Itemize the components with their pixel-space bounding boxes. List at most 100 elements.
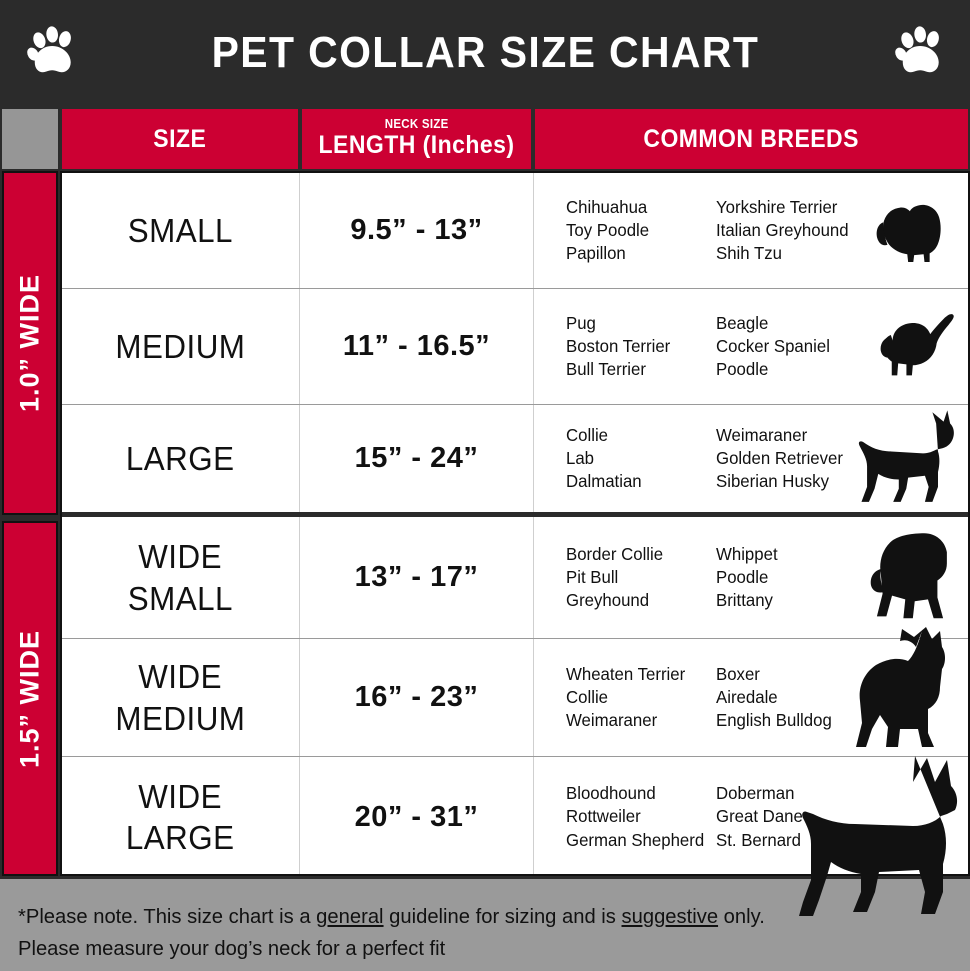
breed-column-1: Collie Lab Dalmatian [566, 424, 710, 494]
header-corner-cell [2, 109, 58, 169]
breed-column-2: Weimaraner Golden Retriever Siberian Hus… [716, 424, 870, 494]
footer-note-line-1: *Please note. This size chart is a gener… [18, 901, 938, 933]
doberman-silhouette [799, 756, 958, 916]
footer-underline-general: general [316, 905, 384, 928]
breed-item: Beagle [716, 312, 769, 333]
cell-length: 15” - 24” [300, 405, 534, 512]
breed-column-2: Boxer Airedale English Bulldog [716, 663, 870, 733]
cell-length: 11” - 16.5” [300, 289, 534, 404]
breed-item: Collie [566, 424, 609, 445]
breed-item: Wheaten Terrier [566, 663, 686, 684]
column-header-breeds: COMMON BREEDS [535, 109, 968, 169]
beagle-silhouette [880, 314, 954, 376]
footer-note: *Please note. This size chart is a gener… [0, 879, 970, 971]
breed-item: Brittany [716, 590, 773, 611]
breed-item: Bull Terrier [566, 359, 646, 380]
cell-breeds: Bloodhound Rottweiler German Shepherd Do… [534, 757, 968, 874]
breed-item: Poodle [716, 566, 769, 587]
breed-item: Greyhound [566, 590, 650, 611]
size-label-line: MEDIUM [115, 327, 246, 365]
breed-item: Great Dane [716, 806, 803, 827]
small-fluffy-dog-silhouette [876, 204, 941, 262]
breed-item: St. Bernard [716, 829, 801, 850]
breed-item: German Shepherd [566, 829, 705, 850]
breed-item: Chihuahua [566, 196, 648, 217]
column-header-length-label: LENGTH (Inches) [318, 130, 515, 159]
breed-item: Boston Terrier [566, 335, 671, 356]
section-label-1-5-wide: 1.5” WIDE [2, 521, 58, 876]
breed-item: Bloodhound [566, 783, 656, 804]
cell-size: SMALL [62, 173, 300, 288]
cell-size: WIDE SMALL [62, 517, 300, 638]
cell-breeds: Border Collie Pit Bull Greyhound Whippet… [534, 517, 968, 638]
shepherd-silhouette [858, 410, 954, 502]
cell-size: WIDE LARGE [62, 757, 300, 874]
breed-column-2: Doberman Great Dane St. Bernard [716, 782, 870, 852]
breed-column-2: Yorkshire Terrier Italian Greyhound Shih… [716, 196, 870, 266]
table-row: SMALL 9.5” - 13” Chihuahua Toy Poodle Pa… [62, 173, 968, 289]
breed-item: Collie [566, 686, 609, 707]
cell-breeds: Collie Lab Dalmatian Weimaraner Golden R… [534, 405, 968, 512]
breed-item: Yorkshire Terrier [716, 196, 838, 217]
footer-text-b: guideline for sizing and is [383, 905, 622, 928]
footer-text-c: only. [718, 905, 765, 928]
breed-item: Weimaraner [566, 710, 658, 731]
page-title: PET COLLAR SIZE CHART [211, 27, 759, 77]
column-header-size-label: SIZE [153, 124, 207, 153]
breed-item: Papillon [566, 243, 626, 264]
column-header-breeds-label: COMMON BREEDS [643, 124, 860, 153]
section-label-1-5-wide-text: 1.5” WIDE [14, 629, 45, 768]
cell-size: LARGE [62, 405, 300, 512]
table-rows-container: SMALL 9.5” - 13” Chihuahua Toy Poodle Pa… [60, 171, 970, 876]
breed-column-2: Beagle Cocker Spaniel Poodle [716, 312, 870, 382]
size-label-line: SMALL [127, 211, 234, 249]
breed-item: Toy Poodle [566, 219, 650, 240]
breed-item: English Bulldog [716, 710, 832, 731]
breed-item: Siberian Husky [716, 471, 829, 492]
cell-size: MEDIUM [62, 289, 300, 404]
paw-icon [27, 26, 71, 73]
cell-length: 16” - 23” [300, 639, 534, 756]
breed-item: Rottweiler [566, 806, 641, 827]
size-label-line: LARGE [126, 819, 235, 856]
size-label-line: MEDIUM [115, 699, 246, 737]
footer-text-a: *Please note. This size chart is a [18, 905, 317, 928]
table-row: WIDE MEDIUM 16” - 23” Wheaten Terrier Co… [62, 627, 968, 757]
breed-item: Weimaraner [716, 424, 808, 445]
breed-column-1: Chihuahua Toy Poodle Papillon [566, 196, 710, 266]
size-label-line: SMALL [127, 579, 234, 617]
breed-item: Cocker Spaniel [716, 335, 830, 356]
cell-length: 13” - 17” [300, 517, 534, 638]
breed-column-1: Bloodhound Rottweiler German Shepherd [566, 782, 710, 852]
breed-item: Italian Greyhound [716, 219, 849, 240]
breed-column-1: Wheaten Terrier Collie Weimaraner [566, 663, 710, 733]
breed-item: Border Collie [566, 543, 664, 564]
size-label-line: WIDE [138, 538, 223, 576]
column-header-length: NECK SIZE LENGTH (Inches) [302, 109, 531, 169]
table-row: LARGE 15” - 24” Collie Lab Dalmatian Wei… [62, 405, 968, 517]
breed-item: Pit Bull [566, 566, 619, 587]
breed-item: Golden Retriever [716, 447, 844, 468]
size-label-line: WIDE [138, 777, 223, 815]
table-header-row: SIZE NECK SIZE LENGTH (Inches) COMMON BR… [0, 107, 970, 171]
table-row: MEDIUM 11” - 16.5” Pug Boston Terrier Bu… [62, 289, 968, 405]
breed-item: Dalmatian [566, 471, 642, 492]
cell-length: 20” - 31” [300, 757, 534, 874]
cell-breeds: Pug Boston Terrier Bull Terrier Beagle C… [534, 289, 968, 404]
column-header-size: SIZE [62, 109, 298, 169]
breed-item: Doberman [716, 783, 795, 804]
breed-item: Pug [566, 312, 596, 333]
bulldog-silhouette [870, 533, 947, 619]
breed-column-1: Pug Boston Terrier Bull Terrier [566, 312, 710, 382]
cell-breeds: Wheaten Terrier Collie Weimaraner Boxer … [534, 627, 968, 756]
column-header-length-sublabel: NECK SIZE [384, 117, 449, 132]
title-bar: PET COLLAR SIZE CHART [0, 0, 970, 105]
breed-column-1: Border Collie Pit Bull Greyhound [566, 543, 710, 613]
cell-breeds: Chihuahua Toy Poodle Papillon Yorkshire … [534, 173, 968, 288]
footer-underline-suggestive: suggestive [621, 905, 719, 928]
breed-item: Shih Tzu [716, 243, 782, 264]
breed-item: Lab [566, 447, 595, 468]
paw-icon [895, 26, 939, 73]
breed-item: Airedale [716, 686, 778, 707]
